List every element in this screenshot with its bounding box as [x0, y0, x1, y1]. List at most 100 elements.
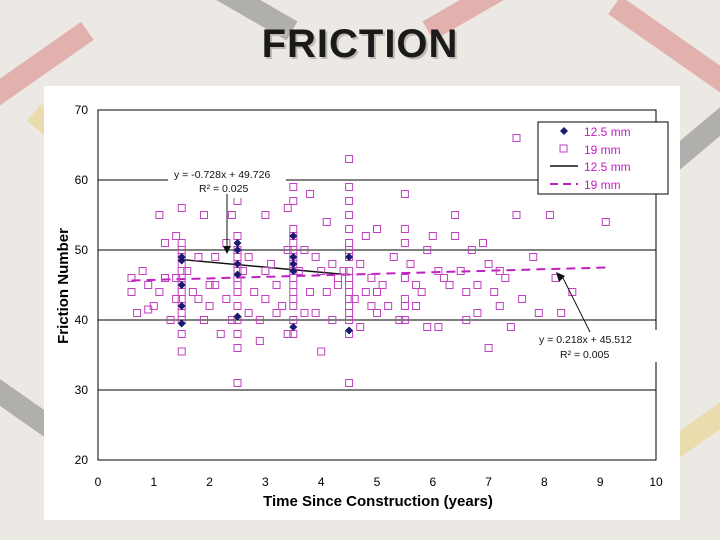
- eq-box-1: [168, 166, 286, 198]
- point-19mm-38: [211, 253, 220, 261]
- point-19mm-171: [501, 274, 510, 282]
- x-tick-label-6: 6: [429, 475, 436, 489]
- x-tick-label-10: 10: [649, 475, 663, 489]
- point-19mm-110: [345, 211, 354, 219]
- point-19mm-146: [406, 260, 415, 268]
- legend-label-19-points: 19 mm: [584, 143, 621, 157]
- point-19mm-108: [345, 183, 354, 191]
- point-12-5mm-10: [289, 232, 298, 240]
- x-axis-label: Time Since Construction (years): [263, 493, 493, 510]
- point-19mm-102: [328, 260, 337, 268]
- point-19mm-174: [512, 134, 521, 142]
- point-19mm-82: [289, 274, 298, 282]
- point-19mm-34: [200, 211, 209, 219]
- point-19mm-129: [361, 232, 370, 240]
- point-19mm-162: [467, 246, 476, 254]
- point-19mm-62: [250, 288, 259, 296]
- point-19mm-55: [233, 330, 242, 338]
- point-19mm-159: [456, 267, 465, 275]
- point-19mm-124: [345, 379, 354, 387]
- point-19mm-168: [490, 288, 499, 296]
- point-19mm-158: [451, 232, 460, 240]
- point-19mm-157: [451, 211, 460, 219]
- point-19mm-101: [322, 218, 331, 226]
- point-19mm-69: [272, 309, 281, 317]
- point-19mm-58: [233, 197, 242, 205]
- point-12-5mm-13: [289, 267, 298, 275]
- point-19mm-100: [322, 288, 331, 296]
- point-19mm-127: [356, 323, 365, 331]
- point-19mm-99: [317, 347, 326, 356]
- point-19mm-63: [255, 316, 264, 324]
- y-tick-label-20: 20: [75, 453, 89, 467]
- point-19mm-43: [227, 316, 236, 324]
- point-19mm-136: [384, 302, 393, 310]
- point-19mm-90: [289, 183, 298, 191]
- point-19mm-13: [172, 232, 181, 240]
- point-19mm-45: [233, 232, 242, 240]
- point-19mm-170: [495, 302, 504, 310]
- y-tick-label-60: 60: [75, 173, 89, 187]
- point-19mm-53: [233, 302, 242, 310]
- point-19mm-77: [289, 239, 298, 247]
- slide-title: FRICTION: [261, 22, 459, 66]
- point-19mm-74: [283, 204, 292, 212]
- point-19mm-135: [378, 281, 387, 289]
- point-19mm-112: [345, 239, 354, 247]
- point-19mm-103: [328, 316, 337, 324]
- point-19mm-145: [400, 316, 409, 324]
- point-19mm-148: [412, 302, 421, 310]
- point-12-5mm-6: [233, 246, 242, 254]
- y-tick-label-50: 50: [75, 243, 89, 257]
- legend-label-19-trend: 19 mm: [584, 178, 621, 192]
- point-19mm-149: [417, 288, 426, 296]
- annotation-arrow-2: [561, 275, 591, 333]
- point-19mm-173: [512, 211, 521, 219]
- point-19mm-166: [484, 260, 493, 268]
- point-19mm-95: [306, 288, 315, 296]
- point-19mm-28: [177, 347, 186, 356]
- trend-equation-1: y = -0.728x + 49.726: [174, 169, 270, 181]
- point-19mm-89: [289, 197, 298, 205]
- point-19mm-92: [300, 246, 309, 254]
- point-19mm-118: [345, 288, 354, 296]
- point-19mm-138: [395, 316, 404, 324]
- data-points: [127, 134, 610, 387]
- trend-r2-2: R² = 0.005: [560, 349, 609, 361]
- point-19mm-126: [356, 260, 365, 268]
- point-19mm-85: [289, 295, 298, 303]
- point-19mm-65: [261, 267, 270, 275]
- point-19mm-106: [339, 267, 348, 275]
- point-19mm-160: [462, 288, 471, 296]
- point-19mm-7: [155, 211, 164, 219]
- point-19mm-10: [160, 239, 169, 247]
- point-19mm-67: [261, 295, 270, 303]
- plot-area-border: [97, 109, 657, 461]
- point-19mm-47: [233, 253, 242, 261]
- y-axis-label: Friction Number: [55, 228, 72, 344]
- point-12-5mm-7: [233, 260, 242, 268]
- point-19mm-2: [133, 309, 142, 317]
- point-19mm-44: [227, 211, 236, 219]
- point-19mm-33: [194, 295, 203, 303]
- point-19mm-153: [434, 267, 443, 275]
- point-19mm-169: [495, 267, 504, 275]
- trend-r2-1: R² = 0.025: [199, 183, 248, 195]
- point-19mm-83: [289, 281, 298, 289]
- point-19mm-57: [233, 379, 242, 387]
- point-19mm-42: [222, 295, 231, 303]
- point-19mm-180: [557, 309, 566, 317]
- point-19mm-177: [534, 309, 543, 317]
- point-19mm-70: [272, 281, 281, 289]
- point-19mm-151: [423, 246, 432, 254]
- point-19mm-94: [306, 190, 315, 198]
- point-19mm-22: [177, 288, 186, 296]
- point-19mm-107: [345, 155, 354, 163]
- point-19mm-40: [216, 330, 225, 338]
- point-19mm-4: [144, 281, 153, 289]
- point-19mm-36: [205, 281, 214, 289]
- point-19mm-72: [283, 246, 292, 254]
- point-19mm-175: [518, 295, 527, 303]
- point-19mm-161: [462, 316, 471, 324]
- point-19mm-97: [311, 309, 320, 317]
